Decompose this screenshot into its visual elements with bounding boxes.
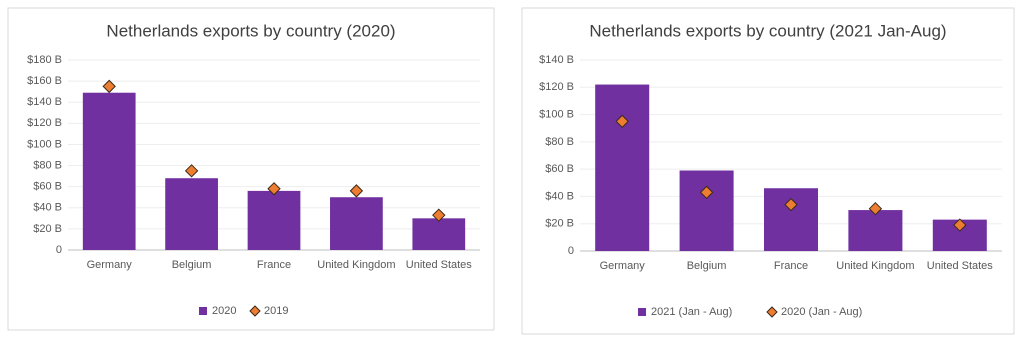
y-tick-label: $120 B (27, 117, 62, 129)
x-tick-label-box: United States (926, 260, 993, 272)
y-tick-label: $60 B (33, 181, 62, 193)
diamond-marker (953, 218, 967, 232)
x-tick-label-box: United Kingdom (836, 260, 915, 272)
x-tick-label: France (256, 259, 292, 271)
legend-label: 2021 (Jan - Aug) (651, 306, 732, 318)
x-tick-label-box: France (773, 260, 809, 272)
y-tick-label: 0 (56, 244, 62, 256)
y-tick-label: $20 B (545, 218, 574, 230)
y-tick-label: 0 (568, 245, 574, 257)
x-tick-label-box: United States (405, 259, 472, 271)
bar (165, 178, 218, 250)
x-tick-label: United States (405, 259, 472, 271)
x-tick-label: United States (926, 260, 993, 272)
y-tick-label: $140 B (27, 96, 62, 108)
diamond-marker (102, 79, 116, 94)
diamond-marker (699, 185, 714, 200)
diamond-marker (349, 184, 364, 198)
y-tick-label: $100 B (539, 108, 574, 120)
bar (330, 197, 383, 250)
x-tick-label: Germany (86, 259, 132, 271)
bar (848, 210, 903, 251)
chart-title: Netherlands exports by country (2021 Jan… (589, 21, 946, 40)
bar (82, 92, 136, 250)
legend-swatch (199, 307, 207, 315)
legend-swatch (766, 306, 778, 318)
y-tick-label: $180 B (27, 54, 62, 66)
x-tick-label: Belgium (171, 259, 212, 271)
x-tick-label: Germany (599, 260, 645, 272)
legend-swatch (638, 308, 646, 316)
diamond-marker (432, 208, 446, 222)
bar (247, 190, 301, 250)
diamond-marker (184, 164, 199, 178)
y-tick-label: $60 B (545, 163, 574, 175)
x-tick-label-box: Belgium (171, 259, 212, 271)
y-tick-label: $80 B (33, 159, 62, 171)
bar (595, 84, 650, 251)
x-tick-label-box: Belgium (686, 260, 727, 272)
x-tick-label-box: Germany (599, 260, 645, 272)
diamond-marker (615, 114, 629, 129)
x-tick-label: United Kingdom (317, 259, 396, 271)
y-tick-label: $160 B (27, 75, 62, 87)
y-tick-label: $120 B (539, 81, 574, 93)
bar (763, 188, 819, 251)
diamond-marker (784, 197, 798, 212)
y-tick-label: $20 B (33, 223, 62, 235)
x-tick-label: France (773, 260, 809, 272)
y-tick-label: $140 B (539, 54, 574, 66)
x-tick-label: Belgium (686, 260, 727, 272)
bar (412, 218, 466, 250)
x-tick-label-box: United Kingdom (317, 259, 396, 271)
legend-label: 2020 (212, 305, 236, 317)
legend-swatch (249, 305, 261, 317)
x-tick-label-box: France (256, 259, 292, 271)
bar (679, 170, 734, 251)
x-tick-label-box: Germany (86, 259, 132, 271)
y-tick-label: $40 B (545, 190, 574, 202)
diamond-marker (868, 201, 883, 216)
y-tick-label: $80 B (545, 136, 574, 148)
x-tick-label: United Kingdom (836, 260, 915, 272)
legend-label: 2020 (Jan - Aug) (781, 306, 862, 318)
chart-title: Netherlands exports by country (2020) (106, 21, 395, 40)
diamond-marker (267, 182, 281, 196)
y-tick-label: $100 B (27, 138, 62, 150)
legend-label: 2019 (264, 305, 288, 317)
y-tick-label: $40 B (33, 202, 62, 214)
